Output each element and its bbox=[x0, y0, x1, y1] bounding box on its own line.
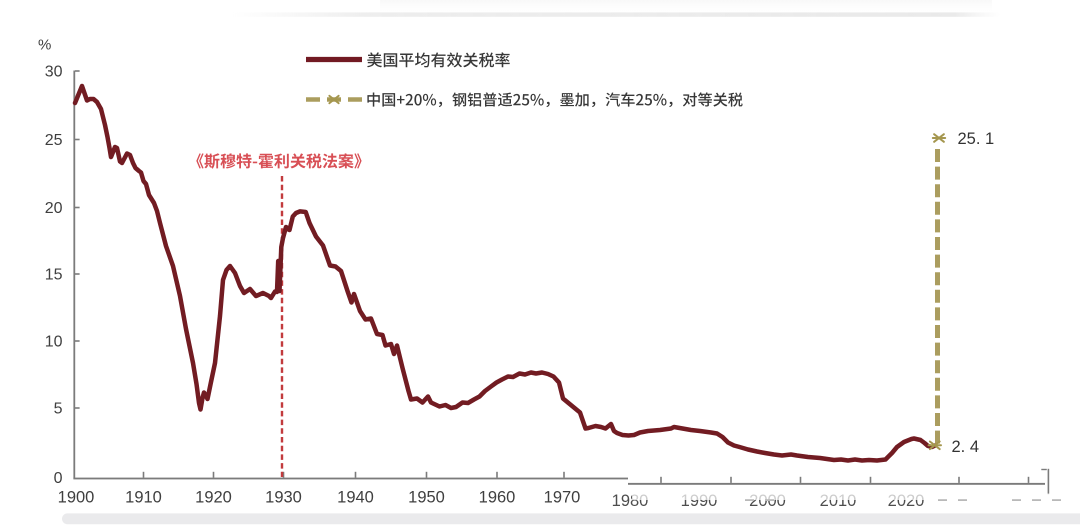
svg-text:15: 15 bbox=[45, 267, 63, 284]
svg-text:1940: 1940 bbox=[337, 489, 374, 507]
svg-text:1900: 1900 bbox=[58, 489, 95, 507]
svg-text:1930: 1930 bbox=[265, 489, 302, 507]
svg-text:1920: 1920 bbox=[195, 489, 232, 507]
svg-text:25. 1: 25. 1 bbox=[958, 130, 995, 148]
svg-text:25: 25 bbox=[45, 132, 63, 149]
svg-text:5: 5 bbox=[54, 401, 63, 418]
svg-text:10: 10 bbox=[45, 334, 63, 351]
svg-text:%: % bbox=[38, 37, 51, 54]
svg-text:0: 0 bbox=[54, 470, 63, 487]
svg-text:2. 4: 2. 4 bbox=[952, 438, 980, 456]
svg-text:1910: 1910 bbox=[125, 489, 162, 507]
svg-text:20: 20 bbox=[45, 200, 63, 217]
svg-text:1970: 1970 bbox=[544, 489, 581, 507]
svg-text:1950: 1950 bbox=[408, 489, 445, 507]
svg-text:1960: 1960 bbox=[479, 489, 516, 507]
svg-text:30: 30 bbox=[45, 64, 63, 81]
